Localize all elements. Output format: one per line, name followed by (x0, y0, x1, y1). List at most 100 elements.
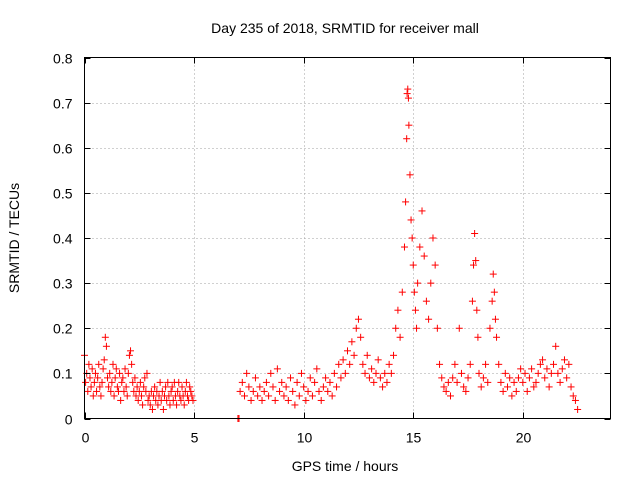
x-axis-label: GPS time / hours (292, 458, 399, 474)
data-point (404, 94, 412, 102)
data-point (106, 369, 114, 377)
data-point (429, 234, 437, 242)
data-point (474, 333, 482, 341)
data-point (379, 383, 387, 391)
data-point (471, 229, 479, 237)
data-point (120, 387, 128, 395)
data-point (162, 383, 170, 391)
data-point (420, 252, 428, 260)
data-point (442, 387, 450, 395)
data-point (396, 333, 404, 341)
data-point (276, 387, 284, 395)
data-point (330, 369, 338, 377)
labels-layer: 0 0.1 0.2 0.3 0.4 0.5 0.6 0.7 0.8 0 5 10 15 20 (53, 51, 531, 446)
data-point (560, 356, 568, 364)
data-point (479, 374, 487, 382)
data-point (124, 369, 132, 377)
data-point (398, 288, 406, 296)
data-point (447, 392, 455, 400)
data-point (339, 356, 347, 364)
data-point (136, 378, 144, 386)
data-point (354, 315, 362, 323)
data-point (457, 369, 465, 377)
data-point (174, 387, 182, 395)
x-tick-label: 20 (516, 430, 532, 446)
data-point (273, 365, 281, 373)
data-point (337, 374, 345, 382)
data-point (315, 387, 323, 395)
data-point (403, 135, 411, 143)
data-point (127, 347, 135, 355)
data-point (144, 396, 152, 404)
data-point (554, 369, 562, 377)
data-point (545, 383, 553, 391)
data-point (344, 347, 351, 355)
x-tick-label: 15 (406, 430, 422, 446)
data-point (297, 369, 305, 377)
data-point (105, 383, 113, 391)
data-point (425, 315, 433, 323)
data-point (363, 351, 371, 359)
data-point (91, 369, 99, 377)
data-point (453, 378, 461, 386)
data-point (558, 365, 566, 373)
data-point (165, 392, 173, 400)
data-point (517, 365, 525, 373)
data-point (346, 360, 354, 368)
data-point (159, 405, 167, 413)
data-point (405, 121, 413, 129)
data-point (186, 383, 194, 391)
data-point (464, 374, 472, 382)
data-point (177, 396, 185, 404)
data-point (472, 257, 480, 265)
data-point (407, 216, 415, 224)
data-point (381, 369, 389, 377)
data-point (462, 387, 470, 395)
data-point (550, 360, 558, 368)
data-point (306, 374, 314, 382)
data-point (148, 405, 156, 413)
data-point (282, 383, 290, 391)
y-tick-label: 0.4 (53, 231, 73, 247)
data-point (173, 401, 181, 409)
data-point (455, 324, 463, 332)
data-point (311, 378, 319, 386)
data-point (123, 392, 131, 400)
data-point (402, 198, 410, 206)
data-point (111, 374, 119, 382)
data-point (365, 374, 373, 382)
data-point (335, 360, 343, 368)
data-point (141, 374, 149, 382)
y-tick-label: 0.7 (53, 96, 73, 112)
ticks-layer (84, 57, 611, 420)
data-point (112, 365, 120, 373)
data-point (300, 383, 308, 391)
data-point (341, 369, 349, 377)
data-point (411, 306, 419, 314)
data-point (534, 369, 542, 377)
data-point (501, 369, 509, 377)
data-point (278, 378, 286, 386)
data-point (87, 383, 95, 391)
data-point (240, 392, 248, 400)
data-point (468, 297, 476, 305)
data-point (352, 324, 360, 332)
data-point (121, 365, 129, 373)
data-point (317, 396, 325, 404)
data-point (247, 396, 255, 404)
data-point (293, 378, 301, 386)
data-point (547, 369, 555, 377)
data-point (359, 360, 367, 368)
data-point (258, 396, 266, 404)
data-point (166, 401, 174, 409)
data-point (404, 85, 412, 93)
data-point (525, 374, 533, 382)
data-point (536, 360, 544, 368)
data-point (308, 392, 316, 400)
y-tick-label: 0.6 (53, 141, 73, 157)
data-point (361, 369, 369, 377)
data-point (410, 288, 418, 296)
data-point (319, 383, 327, 391)
data-point (284, 396, 292, 404)
data-point (108, 378, 116, 386)
